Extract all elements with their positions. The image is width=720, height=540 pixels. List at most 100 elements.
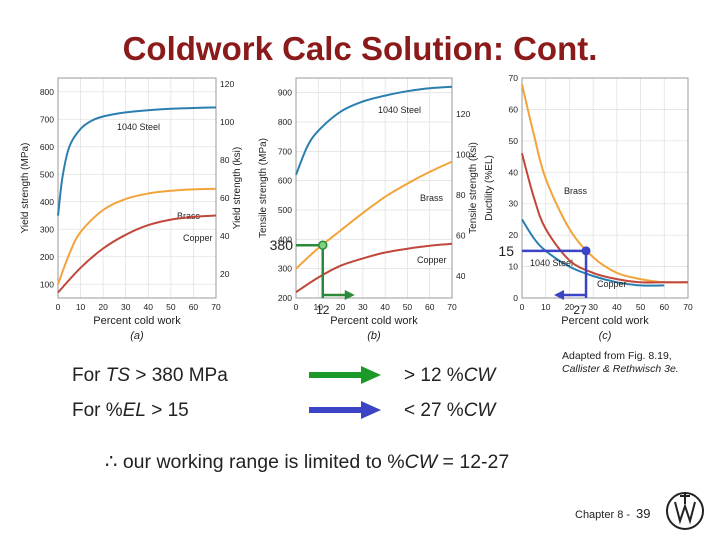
statement-tensile: For TS > 380 MPa [72, 365, 228, 386]
annotation-value: 380 [270, 237, 294, 253]
y-right-tick-label: 40 [220, 231, 230, 241]
x-tick-label: 30 [358, 302, 368, 312]
x-tick-label: 10 [541, 302, 551, 312]
annotation-arrow-head [554, 290, 565, 300]
chart-panel-b: 0 10 20 30 40 50 60 70 200 300 400 500 600 700 800 900 4… [258, 77, 479, 342]
y-tick-label: 500 [278, 205, 292, 215]
y-tick-label: 0 [513, 293, 518, 303]
annotation-marker [317, 240, 328, 250]
chart-panel-a: 0 10 20 30 40 50 60 70 100 200 300 400 500 600 700 800 2… [20, 77, 243, 342]
x-tick-label: 20 [336, 302, 346, 312]
x-tick-label: 50 [403, 302, 413, 312]
y-axis-label: Yield strength (MPa) [20, 143, 31, 234]
chapter-label: Chapter 8 - [575, 509, 631, 521]
x-tick-label: 70 [683, 302, 693, 312]
panel-label: (a) [130, 330, 144, 342]
x-tick-label: 40 [380, 302, 390, 312]
y-tick-label: 700 [40, 114, 54, 124]
x-tick-label: 30 [588, 302, 598, 312]
y-right-tick-label: 120 [220, 79, 234, 89]
x-tick-label: 50 [636, 302, 646, 312]
annotation-cw: 12 [316, 303, 330, 317]
x-tick-label: 40 [612, 302, 622, 312]
x-tick-label: 0 [56, 302, 61, 312]
series-line [57, 214, 217, 294]
x-tick-label: 70 [447, 302, 457, 312]
series-label: Copper [183, 233, 213, 243]
x-axis-label: Percent cold work [330, 315, 418, 327]
series-label: Copper [597, 279, 627, 289]
plot-frame [57, 77, 217, 299]
y-right-tick-label: 60 [456, 230, 466, 240]
y-tick-label: 20 [509, 230, 519, 240]
green-arrow [309, 366, 381, 384]
series-line [295, 242, 453, 293]
x-tick-label: 30 [121, 302, 131, 312]
statement-ductility: For %EL > 15 [72, 400, 189, 421]
series-line [57, 106, 217, 216]
annotation-arrow-head [344, 290, 355, 300]
y-tick-label: 10 [509, 262, 519, 272]
y-tick-label: 40 [509, 167, 519, 177]
y-right-axis-label: Yield strength (ksi) [232, 147, 243, 229]
y-tick-label: 800 [278, 117, 292, 127]
plot-frame [295, 77, 453, 299]
y-right-axis-label: Tensile strength (ksi) [468, 142, 479, 234]
y-tick-label: 900 [278, 88, 292, 98]
x-tick-label: 40 [144, 302, 154, 312]
result-tensile: > 12 %CW [404, 365, 496, 386]
y-right-tick-label: 100 [456, 149, 470, 159]
page-number: 39 [636, 506, 651, 521]
series-line [295, 85, 453, 176]
y-axis-label: Tensile strength (MPa) [258, 138, 269, 238]
x-tick-label: 0 [294, 302, 299, 312]
series-line [521, 153, 688, 284]
series-line [57, 187, 217, 285]
y-right-tick-label: 80 [456, 190, 466, 200]
y-right-tick-label: 80 [220, 155, 230, 165]
y-tick-label: 400 [40, 197, 54, 207]
x-axis-label: Percent cold work [561, 315, 649, 327]
y-tick-label: 70 [509, 73, 519, 83]
y-tick-label: 400 [278, 234, 292, 244]
x-tick-label: 60 [189, 302, 199, 312]
y-right-tick-label: 40 [456, 271, 466, 281]
y-right-tick-label: 60 [220, 193, 230, 203]
y-tick-label: 800 [40, 87, 54, 97]
y-tick-label: 600 [40, 142, 54, 152]
x-tick-label: 20 [565, 302, 575, 312]
x-tick-label: 10 [314, 302, 324, 312]
y-tick-label: 300 [278, 264, 292, 274]
y-tick-label: 50 [509, 136, 519, 146]
cold-work-charts: 0 10 20 30 40 50 60 701002003004005006007008002… [20, 73, 693, 342]
panel-label: (c) [599, 330, 612, 342]
y-tick-label: 700 [278, 146, 292, 156]
series-label: Brass [564, 186, 588, 196]
y-tick-label: 600 [278, 176, 292, 186]
implication-arrows [309, 366, 381, 419]
x-tick-label: 50 [166, 302, 176, 312]
y-tick-label: 30 [509, 199, 519, 209]
x-tick-label: 70 [211, 302, 221, 312]
series-label: 1040 Steel [117, 122, 160, 132]
annotation-marker [581, 246, 591, 256]
x-tick-label: 10 [76, 302, 86, 312]
x-tick-label: 0 [520, 302, 525, 312]
x-tick-label: 20 [98, 302, 108, 312]
panel-label: (b) [367, 330, 381, 342]
series-label: Copper [417, 255, 447, 265]
x-axis-label: Percent cold work [93, 315, 181, 327]
plot-frame [521, 77, 689, 299]
chart-panel-c: 0 10 20 30 40 50 60 70 0 10 20 30 40 50 60 70 Percent co… [484, 73, 693, 342]
series-label: Brass [177, 211, 201, 221]
result-ductility: < 27 %CW [404, 400, 496, 421]
y-tick-label: 500 [40, 169, 54, 179]
x-tick-label: 60 [660, 302, 670, 312]
series-line [521, 218, 665, 287]
y-axis-label: Ductility (%EL) [484, 155, 495, 221]
slide-footer: Chapter 8 - 39 [575, 506, 651, 521]
university-logo-icon [666, 492, 704, 530]
annotation-cw: 27 [573, 303, 587, 317]
series-line [295, 160, 453, 270]
slide-title: Coldwork Calc Solution: Cont. [122, 30, 598, 67]
